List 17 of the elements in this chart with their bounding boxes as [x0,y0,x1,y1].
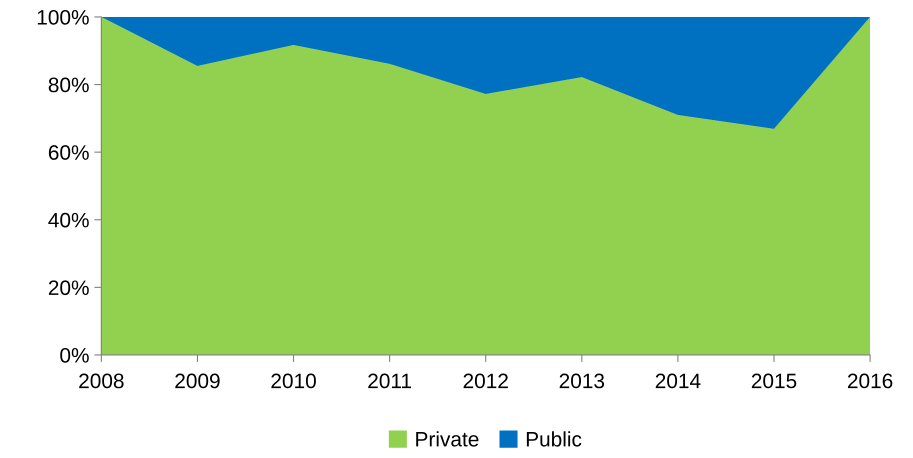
y-tick-label: 80% [48,78,89,92]
y-tick-label: 60% [48,145,89,160]
y-tick-label: 100% [38,10,89,25]
x-tick-label: 2010 [271,374,316,388]
x-tick-label: 2011 [368,374,412,388]
x-tick-label: 2015 [752,374,796,388]
x-tick-label: 2008 [79,374,124,388]
x-tick-label: 2014 [656,374,700,388]
y-tick-label: 0% [60,348,89,363]
y-tick-label: 20% [48,280,89,296]
legend-label: Public [526,431,582,447]
x-tick-label: 2012 [464,374,508,388]
x-tick-label: 2009 [175,374,220,388]
y-tick-label: 40% [48,212,89,228]
legend-label: Private [416,431,478,447]
x-tick-label: 2013 [560,374,604,388]
x-tick-label: 2016 [848,374,892,388]
